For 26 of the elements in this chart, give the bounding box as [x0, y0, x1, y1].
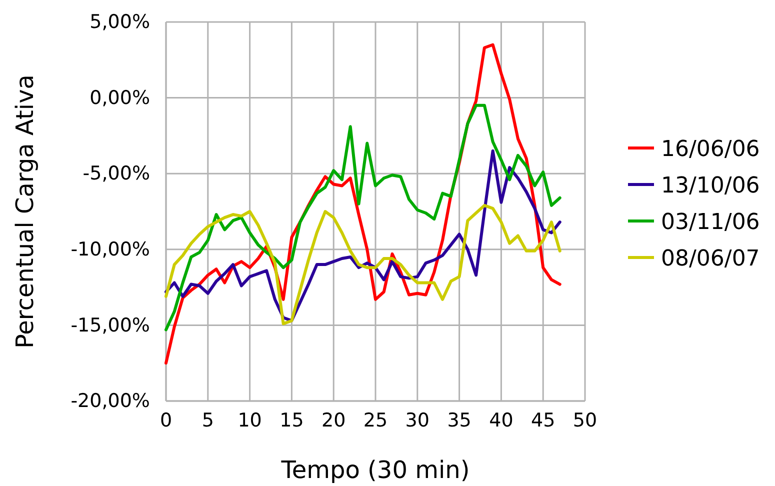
line-series	[164, 104, 562, 332]
legend-label: 16/06/06	[661, 137, 760, 162]
x-tick-label: 15	[280, 409, 304, 432]
x-tick-label: 30	[405, 409, 430, 432]
legend-label: 03/11/06	[661, 210, 760, 235]
legend-label: 08/06/07	[661, 246, 760, 272]
x-tick-label: 35	[447, 409, 472, 432]
x-tick-label: 10	[238, 409, 262, 432]
y-tick-label: -20,00%	[70, 390, 150, 412]
y-tick-label: -10,00%	[70, 238, 150, 260]
y-tick-label: 5,00%	[90, 11, 150, 34]
y-tick-label: -5,00%	[82, 162, 150, 185]
x-tick-label: 50	[572, 409, 598, 432]
x-tick-label: 45	[531, 409, 556, 432]
line-series	[164, 204, 562, 326]
y-tick-label: 0,00%	[90, 86, 150, 109]
x-tick-label: 40	[489, 409, 514, 432]
line-series	[164, 149, 562, 322]
x-tick-label: 25	[363, 409, 388, 432]
legend-label: 13/10/06	[661, 174, 760, 198]
y-axis-title: Percentual Carga Ativa	[11, 74, 39, 348]
x-tick-label: 5	[202, 409, 214, 432]
x-tick-label: 20	[322, 409, 346, 432]
x-tick-label: 0	[160, 409, 172, 432]
x-axis-title: Tempo (30 min)	[280, 456, 470, 484]
y-tick-label: -15,00%	[70, 314, 150, 336]
